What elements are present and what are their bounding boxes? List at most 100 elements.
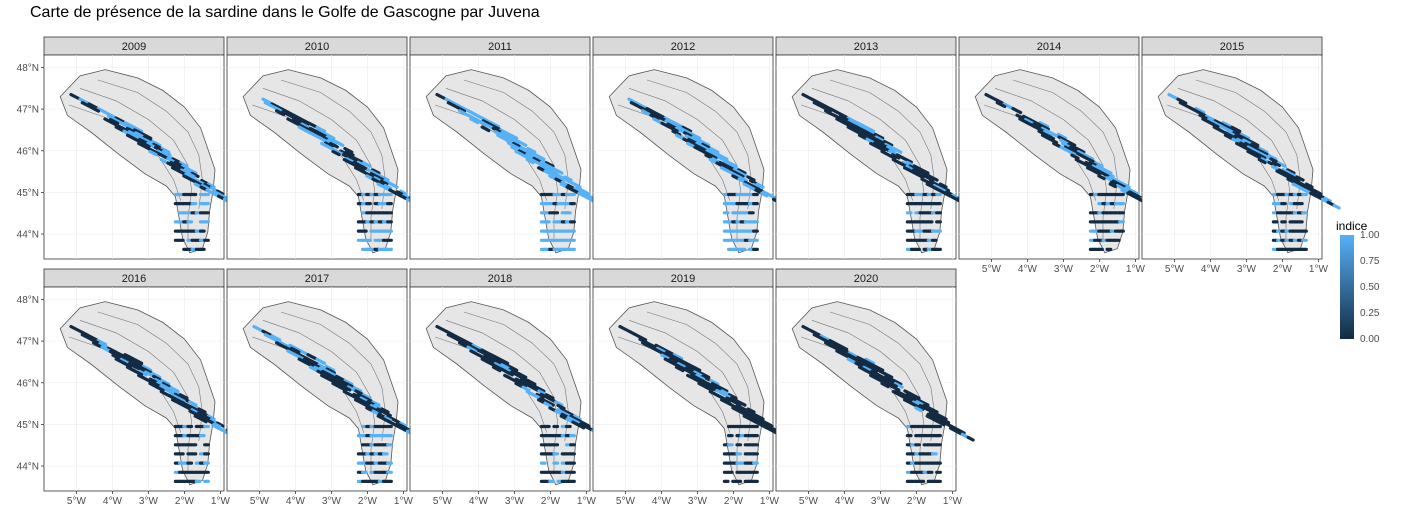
survey-transect [1294,179,1304,186]
facet-strip-label: 2018 [488,273,512,285]
survey-transect [1201,117,1212,125]
survey-transect [1251,145,1262,153]
survey-transect [493,362,504,369]
survey-transect [849,354,860,362]
survey-transect [681,360,693,368]
survey-transect [503,373,513,381]
survey-transect [481,351,493,359]
survey-transect [190,403,200,410]
survey-transect [748,185,757,192]
survey-transect [1048,137,1059,145]
survey-transect [196,411,206,418]
survey-transect [1084,154,1095,161]
survey-transect [444,97,456,105]
survey-transect [888,149,898,156]
survey-transect [169,386,180,393]
survey-transect [275,341,286,349]
survey-transect [308,365,319,373]
survey-transect [321,369,331,377]
x-axis-tick-label: 4°W [1018,264,1038,275]
survey-transect [194,412,203,419]
survey-transect [918,404,928,411]
survey-transect [501,366,512,374]
facet-strip-label: 2020 [854,273,878,285]
survey-transect [699,139,711,147]
survey-transect [569,414,578,421]
survey-transect [1204,114,1216,122]
survey-transect [382,185,391,192]
survey-transect [1127,190,1137,197]
survey-transect [1309,191,1318,198]
survey-transect [1212,125,1223,133]
survey-transect [325,367,336,375]
survey-transect [382,417,391,424]
survey-transect [334,139,345,147]
survey-transect [720,157,730,164]
survey-transect [710,382,721,389]
facet-panel: 2009 48°N 47°N 46°N 45°N 44°N [17,36,243,260]
survey-transect [722,392,732,400]
survey-transect [400,194,409,201]
survey-transect [720,389,730,396]
survey-transect [177,169,187,176]
survey-transect [704,153,714,160]
survey-transect [1242,145,1252,152]
survey-transect [171,157,181,164]
survey-transect [571,188,580,195]
survey-transect [1131,194,1141,201]
survey-transect [346,153,357,160]
survey-transect [493,130,504,137]
survey-transect [132,125,144,133]
survey-transect [1194,106,1206,115]
survey-transect [1094,168,1104,175]
survey-transect [1261,153,1272,160]
survey-transect [562,411,572,418]
survey-transect [932,183,942,190]
survey-transect [954,429,964,436]
survey-transect [480,116,492,124]
facet-strip-label: 2019 [671,273,695,285]
survey-transect [1241,138,1253,146]
survey-transect [1026,121,1037,129]
survey-transect [737,177,746,184]
facet-strip-label: 2017 [305,273,329,285]
survey-transect [854,361,865,369]
survey-transect [1314,194,1324,201]
survey-transect [275,109,286,117]
survey-transect [115,119,127,127]
survey-transect [1213,119,1225,127]
survey-transect [566,183,576,190]
survey-transect [206,182,216,189]
survey-transect [480,357,491,365]
survey-transect [356,160,366,168]
survey-transect [507,141,517,149]
survey-transect [525,158,535,165]
survey-transect [993,97,1005,105]
survey-transect [114,116,126,124]
facet-panel: 2013 [775,36,975,260]
survey-transect [1018,117,1029,125]
y-axis-tick-label: 48°N [17,63,39,74]
survey-transect [213,422,222,429]
survey-transect [200,411,209,418]
survey-transect [294,121,305,129]
survey-transect [1068,145,1079,153]
survey-transect [477,353,488,361]
survey-transect [133,369,144,377]
survey-transect [480,348,492,356]
survey-transect [511,141,522,149]
survey-transect [915,168,925,175]
survey-transect [352,160,362,168]
survey-transect [920,168,930,175]
survey-transect [518,374,529,382]
survey-transect [582,194,592,201]
survey-transect [937,188,946,195]
survey-transect [552,172,562,179]
y-axis-tick-label: 47°N [17,337,39,348]
survey-transect [1134,193,1143,200]
survey-transect [1310,190,1320,197]
survey-transect [891,158,901,165]
survey-transect [148,381,158,389]
survey-transect [928,179,938,186]
survey-transect [500,131,511,139]
